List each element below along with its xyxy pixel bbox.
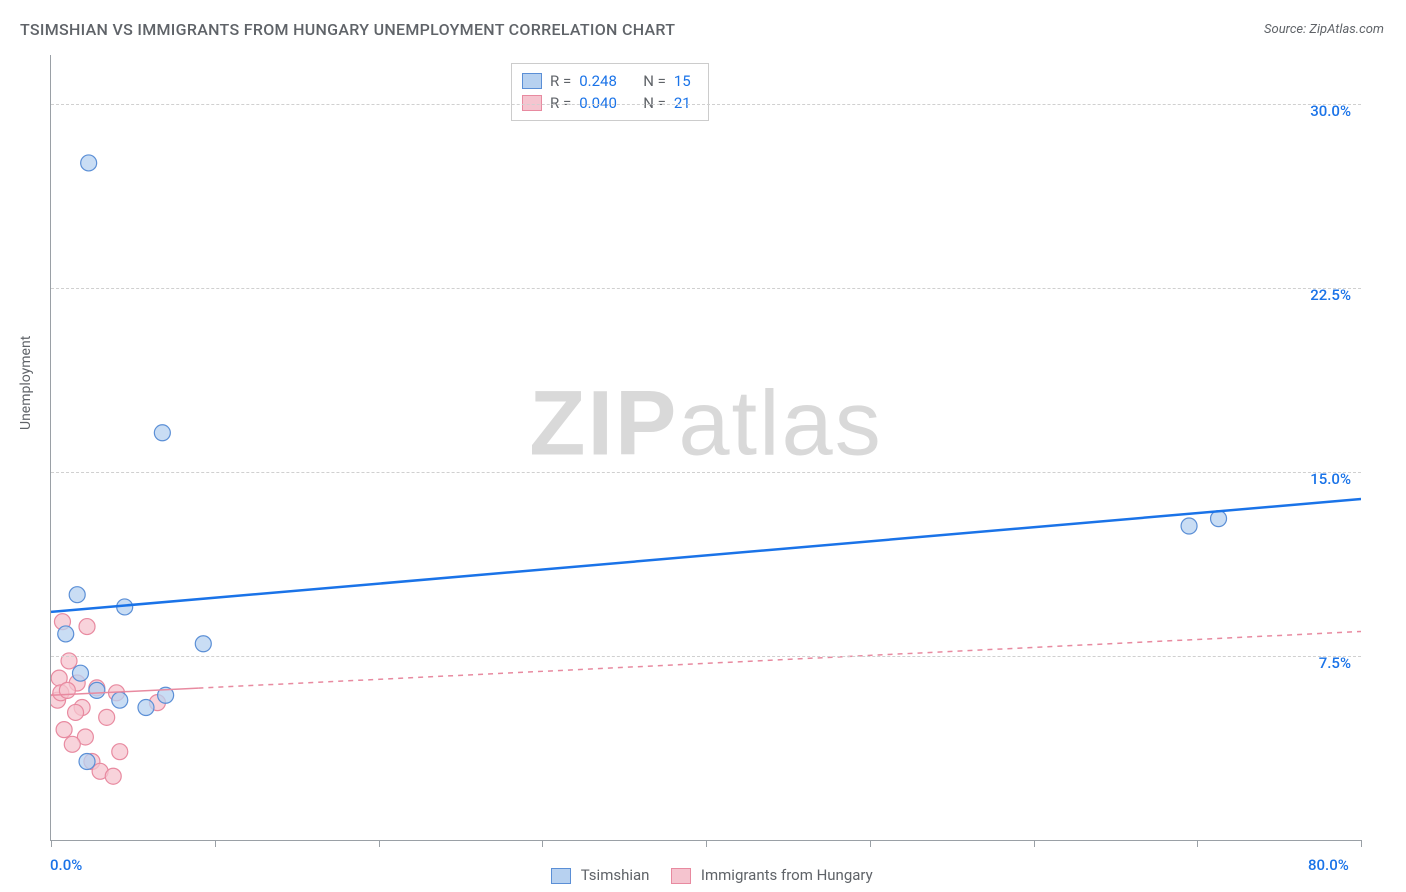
gridline — [51, 104, 1361, 105]
r-label: R = — [550, 94, 571, 112]
r-label: R = — [550, 72, 571, 90]
data-point — [105, 768, 121, 784]
gridline — [51, 472, 1361, 473]
legend-row-tsimshian: R = 0.248 N = 15 — [522, 70, 698, 92]
swatch-hungary — [522, 95, 542, 111]
x-tick — [1197, 840, 1198, 847]
x-tick — [1034, 840, 1035, 847]
x-tick — [542, 840, 543, 847]
x-tick — [215, 840, 216, 847]
data-point — [112, 744, 128, 760]
data-point — [59, 682, 75, 698]
swatch-tsimshian — [522, 73, 542, 89]
data-point — [154, 425, 170, 441]
swatch-tsimshian — [551, 868, 571, 884]
y-axis-label: Unemployment — [18, 336, 34, 430]
x-tick — [51, 840, 52, 847]
data-point — [56, 722, 72, 738]
legend-row-hungary: R = 0.040 N = 21 — [522, 92, 698, 114]
series-legend: Tsimshian Immigrants from Hungary — [0, 866, 1406, 884]
gridline — [51, 656, 1361, 657]
n-label: N = — [643, 72, 666, 90]
data-point — [1181, 518, 1197, 534]
chart-title: TSIMSHIAN VS IMMIGRANTS FROM HUNGARY UNE… — [20, 20, 675, 39]
trend-line — [198, 631, 1361, 688]
data-point — [1211, 511, 1227, 527]
trend-line — [51, 499, 1361, 612]
data-point — [81, 155, 97, 171]
data-point — [79, 754, 95, 770]
swatch-hungary — [671, 868, 691, 884]
data-point — [64, 736, 80, 752]
n-label: N = — [643, 94, 666, 112]
data-point — [89, 682, 105, 698]
x-tick — [706, 840, 707, 847]
legend-label-tsimshian: Tsimshian — [581, 866, 650, 884]
data-point — [112, 692, 128, 708]
plot-area: ZIPatlas R = 0.248 N = 15 R = 0.040 N = … — [50, 55, 1361, 841]
x-tick — [870, 840, 871, 847]
data-point — [68, 704, 84, 720]
data-point — [99, 709, 115, 725]
y-tick-label: 7.5% — [1319, 654, 1351, 672]
y-tick-label: 15.0% — [1310, 470, 1351, 488]
scatter-chart-svg — [51, 55, 1361, 840]
x-tick — [1361, 840, 1362, 847]
data-point — [72, 665, 88, 681]
data-point — [138, 700, 154, 716]
legend-label-hungary: Immigrants from Hungary — [701, 866, 873, 884]
data-point — [58, 626, 74, 642]
r-value-hungary: 0.040 — [579, 94, 635, 112]
source-label: Source: ZipAtlas.com — [1264, 22, 1384, 37]
n-value-hungary: 21 — [674, 94, 698, 112]
data-point — [79, 619, 95, 635]
y-tick-label: 30.0% — [1310, 102, 1351, 120]
n-value-tsimshian: 15 — [674, 72, 698, 90]
x-tick — [379, 840, 380, 847]
r-value-tsimshian: 0.248 — [579, 72, 635, 90]
gridline — [51, 288, 1361, 289]
data-point — [195, 636, 211, 652]
correlation-legend: R = 0.248 N = 15 R = 0.040 N = 21 — [511, 63, 709, 121]
y-tick-label: 22.5% — [1310, 286, 1351, 304]
data-point — [69, 587, 85, 603]
